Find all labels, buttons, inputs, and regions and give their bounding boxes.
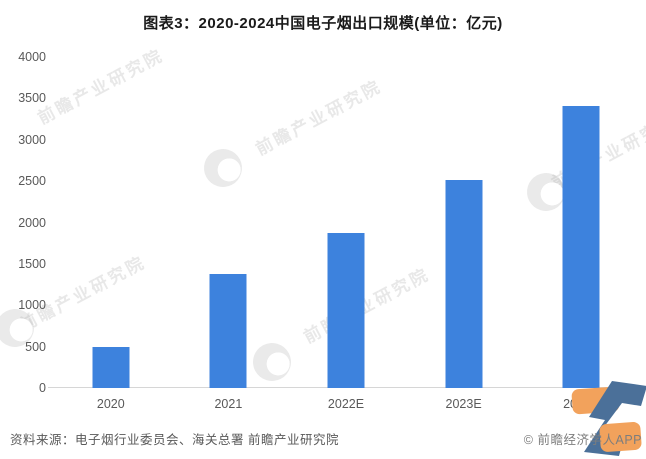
x-tick-label-2023E: 2023E bbox=[445, 397, 482, 411]
footer: 资料来源：电子烟行业委员会、海关总署 前瞻产业研究院 © 前瞻经济学人APP bbox=[0, 429, 646, 447]
y-tick-label: 1500 bbox=[18, 256, 46, 271]
bar-2022E bbox=[327, 233, 365, 388]
logo-orange-block-bottom bbox=[599, 422, 642, 452]
y-tick-label: 1000 bbox=[18, 298, 46, 313]
y-tick-label: 2000 bbox=[18, 215, 46, 230]
y-tick-label: 500 bbox=[25, 339, 46, 354]
y-tick-label: 3500 bbox=[18, 91, 46, 106]
y-tick-label: 0 bbox=[39, 381, 46, 395]
x-tick-label-2021: 2021 bbox=[214, 397, 243, 411]
bar-2021 bbox=[209, 273, 247, 388]
plot-area: 202020212022E2023E2024E bbox=[48, 57, 642, 411]
bar-2023E bbox=[445, 180, 483, 388]
x-tick-label-2020: 2020 bbox=[96, 397, 125, 411]
chart-title: 图表3：2020-2024中国电子烟出口规模(单位：亿元) bbox=[143, 15, 503, 32]
logo-blue-z bbox=[584, 381, 646, 456]
qianzhan-brand-logo bbox=[571, 381, 646, 456]
brand-credit-text: © 前瞻经济学人APP bbox=[523, 433, 642, 447]
y-tick-label: 3000 bbox=[18, 132, 46, 147]
y-tick-label: 2500 bbox=[18, 174, 46, 189]
bar-2020 bbox=[92, 347, 130, 388]
bar-2024E bbox=[562, 105, 600, 388]
data-source-text: 资料来源：电子烟行业委员会、海关总署 前瞻产业研究院 bbox=[10, 433, 339, 447]
x-tick-label-2022E: 2022E bbox=[327, 397, 365, 411]
y-tick-label: 4000 bbox=[18, 50, 46, 64]
y-axis: 0 500 1000 1500 2000 2500 3000 3500 4000 bbox=[8, 50, 46, 395]
